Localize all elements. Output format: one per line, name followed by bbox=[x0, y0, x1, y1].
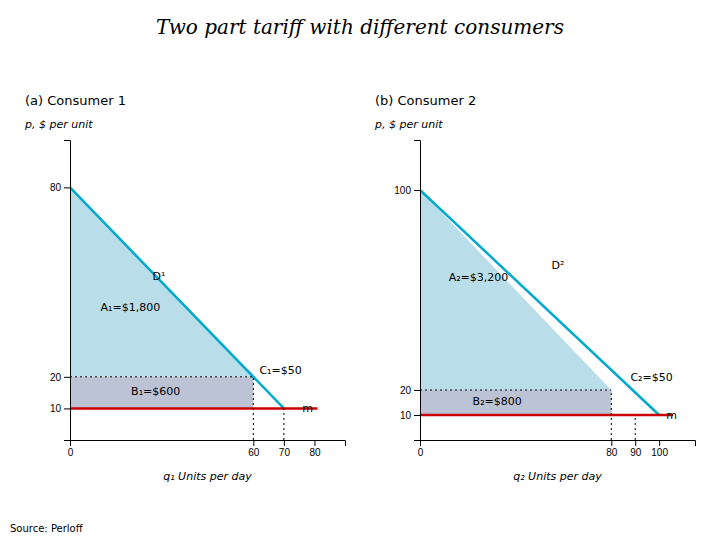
y-axis-line bbox=[414, 141, 421, 441]
panel-title: (b) Consumer 2 bbox=[375, 93, 476, 108]
annotation: D¹ bbox=[153, 270, 166, 283]
annotation: D² bbox=[552, 259, 565, 272]
guide-line bbox=[635, 415, 636, 440]
tick-label: 60 bbox=[248, 447, 260, 458]
area bbox=[70, 377, 253, 409]
tick-mark bbox=[64, 408, 70, 409]
plot-area bbox=[70, 187, 318, 440]
tick: 80 bbox=[50, 182, 70, 193]
annotation: C₁=$50 bbox=[259, 364, 301, 377]
tick-label: 80 bbox=[50, 182, 62, 193]
tick-mark bbox=[414, 415, 420, 416]
panel: 0 80 90 100 10 20 100 (b) Consumer 2 p, $ per un… bbox=[374, 93, 696, 483]
tick-mark bbox=[611, 440, 612, 446]
annotation: m bbox=[302, 402, 313, 415]
tick-mark bbox=[314, 440, 315, 446]
tick-label: 0 bbox=[68, 447, 74, 458]
guide-line bbox=[420, 390, 611, 391]
y-axis-title: p, $ per unit bbox=[374, 118, 443, 131]
tick: 20 bbox=[50, 372, 70, 383]
tick-mark bbox=[659, 440, 660, 446]
line bbox=[70, 407, 318, 410]
tick: 100 bbox=[651, 440, 668, 458]
guide-line bbox=[70, 376, 253, 377]
guide-line bbox=[611, 390, 612, 440]
title: Two part tariff with different consumers bbox=[156, 15, 564, 39]
tick-mark bbox=[414, 390, 420, 391]
tick-label: 10 bbox=[50, 403, 62, 414]
annotation: m bbox=[666, 409, 677, 422]
annotation: B₁=$600 bbox=[131, 385, 180, 398]
x-axis-line bbox=[71, 441, 346, 447]
line bbox=[70, 187, 284, 408]
y-axis: 10 20 80 bbox=[50, 141, 71, 441]
y-axis-title: p, $ per unit bbox=[24, 118, 93, 131]
area bbox=[420, 190, 611, 390]
tick-label: 80 bbox=[309, 447, 321, 458]
tick-label: 10 bbox=[400, 410, 412, 421]
tick-mark bbox=[414, 190, 420, 191]
chart: Two part tariff with different consumers… bbox=[0, 0, 720, 540]
x-axis-title: q₁ Units per day bbox=[163, 470, 252, 483]
y-axis-line bbox=[64, 141, 71, 441]
tick-label: 70 bbox=[279, 447, 291, 458]
tick-mark bbox=[284, 440, 285, 446]
area bbox=[420, 390, 611, 415]
guide-line bbox=[253, 377, 254, 440]
tick-label: 20 bbox=[400, 385, 412, 396]
line bbox=[420, 190, 659, 415]
line bbox=[420, 414, 673, 417]
source: Source: Perloff bbox=[10, 523, 84, 534]
tick-mark bbox=[253, 440, 254, 446]
panel-title: (a) Consumer 1 bbox=[25, 93, 126, 108]
tick: 0 bbox=[418, 440, 424, 458]
tick-label: 20 bbox=[50, 372, 62, 383]
tick-label: 90 bbox=[630, 447, 642, 458]
annotation: B₂=$800 bbox=[473, 395, 522, 408]
tick-label: 100 bbox=[651, 447, 668, 458]
x-axis: 0 60 70 80 bbox=[68, 440, 346, 458]
x-axis-line bbox=[421, 441, 696, 447]
y-axis: 10 20 100 bbox=[394, 141, 420, 441]
panel: 0 60 70 80 10 20 80 (a) Consumer 1 p, $ per unit… bbox=[24, 93, 346, 483]
tick-mark bbox=[64, 377, 70, 378]
plot-area bbox=[420, 190, 673, 440]
x-axis-title: q₂ Units per day bbox=[513, 470, 602, 483]
annotation: A₁=$1,800 bbox=[101, 301, 161, 314]
tick-label: 80 bbox=[606, 447, 618, 458]
tick: 90 bbox=[630, 440, 642, 458]
guide-line bbox=[283, 408, 284, 440]
tick: 0 bbox=[68, 440, 74, 458]
annotation: A₂=$3,200 bbox=[449, 271, 509, 284]
tick-label: 100 bbox=[394, 185, 411, 196]
tick: 10 bbox=[50, 403, 70, 414]
tick-label: 0 bbox=[418, 447, 424, 458]
tick: 20 bbox=[400, 385, 420, 396]
tick: 100 bbox=[394, 185, 420, 196]
tick-mark bbox=[64, 187, 70, 188]
tick: 10 bbox=[400, 410, 420, 421]
tick-mark bbox=[635, 440, 636, 446]
tick: 70 bbox=[279, 440, 291, 458]
tick: 60 bbox=[248, 440, 260, 458]
tick: 80 bbox=[606, 440, 618, 458]
annotation: C₂=$50 bbox=[630, 371, 672, 384]
x-axis: 0 80 90 100 bbox=[418, 440, 696, 458]
tick: 80 bbox=[309, 440, 321, 458]
